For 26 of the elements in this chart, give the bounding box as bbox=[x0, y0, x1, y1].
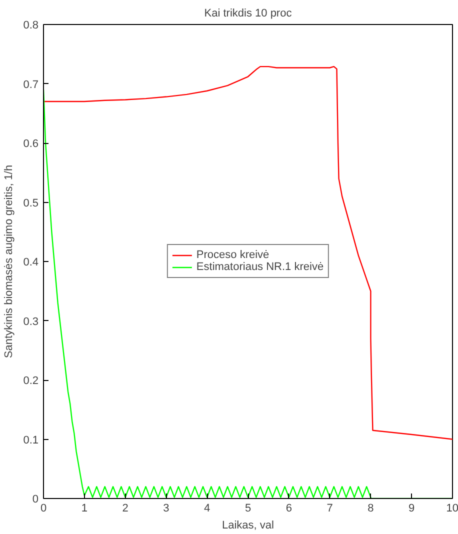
x-tick-label: 8 bbox=[368, 502, 374, 514]
x-tick-label: 0 bbox=[40, 502, 47, 514]
x-tick-label: 5 bbox=[244, 502, 252, 514]
x-axis-title: Laikas, val bbox=[222, 520, 274, 532]
y-tick-label: 0.1 bbox=[23, 434, 39, 446]
x-tick-label: 1 bbox=[81, 502, 88, 514]
y-tick-label: 0.4 bbox=[23, 256, 39, 268]
y-tick-label: 0.5 bbox=[23, 197, 39, 210]
y-tick-label: 0.7 bbox=[23, 78, 39, 91]
x-tick-label: 3 bbox=[163, 502, 170, 514]
y-tick-label: 0 bbox=[32, 494, 39, 506]
x-tick-label: 10 bbox=[446, 502, 458, 514]
line-series bbox=[44, 66, 452, 440]
y-axis-title: Santykinis biomasės augimo greitis, 1/h bbox=[3, 164, 16, 358]
y-tick-label: 0.2 bbox=[23, 375, 39, 387]
y-tick-label: 0.8 bbox=[23, 20, 39, 32]
x-tick-label: 2 bbox=[122, 502, 128, 514]
x-tick-label: 6 bbox=[286, 502, 292, 514]
x-tick-label: 4 bbox=[204, 502, 210, 514]
x-tick-label: 9 bbox=[408, 502, 415, 514]
x-tick-label: 7 bbox=[326, 502, 333, 514]
y-tick-label: 0.3 bbox=[23, 316, 39, 328]
chart-title: Kai trikdis 10 proc bbox=[204, 8, 292, 20]
legend-label: Proceso kreivė bbox=[196, 249, 270, 261]
y-tick-label: 0.6 bbox=[23, 138, 39, 150]
legend-label: Estimatoriaus NR.1 kreivė bbox=[196, 261, 324, 273]
